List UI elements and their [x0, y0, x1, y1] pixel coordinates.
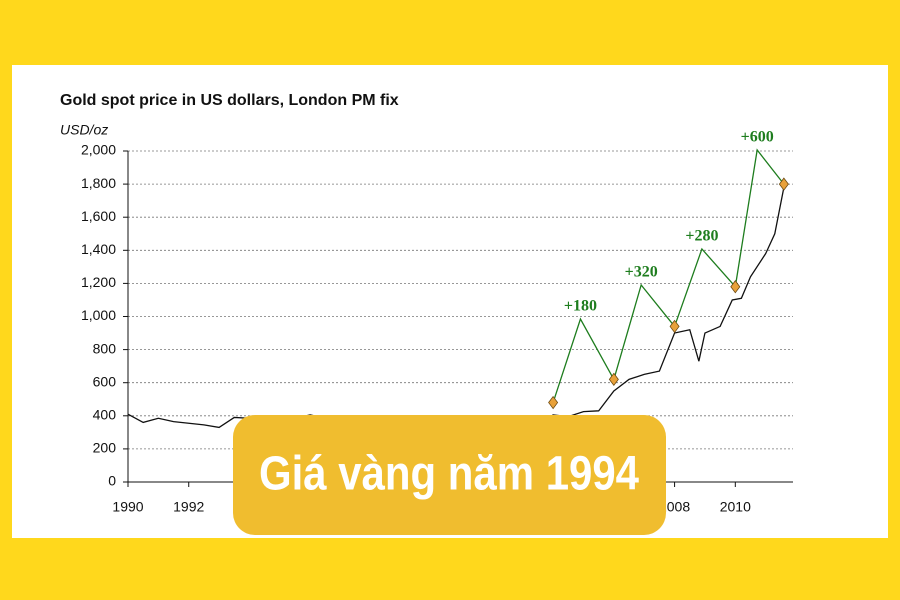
marker: [669, 319, 680, 334]
annotation-connector: [673, 247, 736, 327]
marker: [778, 177, 789, 191]
x-tick-label: 2010: [720, 499, 751, 515]
y-tick-label: 2,000: [81, 142, 116, 158]
y-tick-label: 200: [93, 440, 117, 456]
annotation-connector: [734, 148, 785, 287]
marker: [548, 395, 559, 410]
x-tick-label: 1990: [112, 499, 143, 515]
y-tick-label: 1,400: [81, 241, 116, 257]
x-tick-label: 1992: [173, 499, 204, 515]
y-tick-label: 1,200: [81, 274, 116, 290]
annotation-connector: [552, 317, 615, 403]
y-tick-label: 800: [93, 340, 117, 356]
y-tick-label: 1,000: [81, 307, 116, 323]
y-tick-label: 600: [93, 373, 117, 389]
x-tick-label: 2008: [659, 499, 690, 515]
marker: [730, 280, 741, 294]
annotation: +600: [741, 129, 774, 146]
overlay: Giá vàng năm 1994: [233, 415, 666, 535]
annotation: +280: [685, 228, 718, 245]
chart-title: Gold spot price in US dollars, London PM…: [60, 92, 399, 109]
banner-text: Giá vàng năm 1994: [259, 448, 639, 501]
y-tick-label: 1,600: [81, 208, 116, 224]
y-tick-label: 1,800: [81, 175, 116, 191]
marker: [608, 372, 619, 387]
y-axis-label: USD/oz: [60, 122, 108, 138]
annotation: +320: [625, 264, 658, 281]
annotation: +180: [564, 298, 597, 315]
y-tick-label: 400: [93, 407, 117, 423]
y-tick-label: 0: [108, 473, 116, 489]
annotation-connector: [613, 283, 676, 380]
banner-box: [233, 415, 666, 535]
